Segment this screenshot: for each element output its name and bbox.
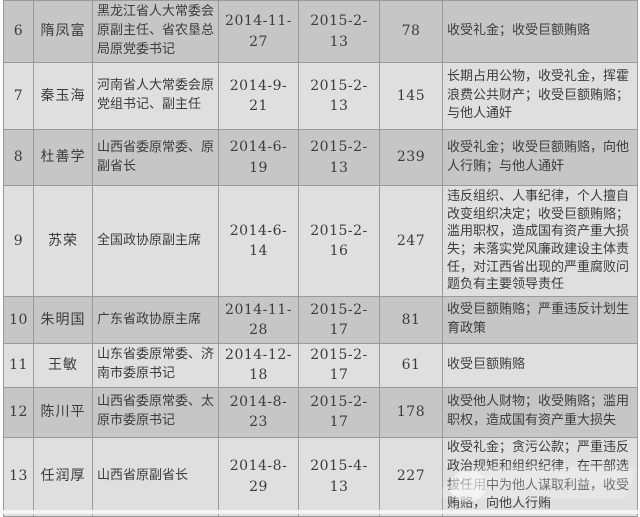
cell-date1: 2014-11-28 (218, 296, 299, 344)
cell-violations: 收受巨额贿赂 (442, 343, 638, 388)
cell-index: 7 (3, 62, 34, 130)
officials-table-wrap: 6 隋凤富 黑龙江省人大常委会原副主任、省农垦总局原党委书记 2014-11-2… (3, 0, 638, 517)
cell-name: 任润厚 (33, 436, 93, 517)
cell-position: 黑龙江省人大常委会原副主任、省农垦总局原党委书记 (92, 0, 219, 63)
table-row: 13 任润厚 山西省原副省长 2014-8-29 2015-4-13 227 收… (3, 436, 638, 517)
cell-violations: 违反组织、人事纪律，个人擅自改变组织决定；收受巨额贿赂；滥用职权，造成国有资产重… (442, 185, 638, 297)
officials-table: 6 隋凤富 黑龙江省人大常委会原副主任、省农垦总局原党委书记 2014-11-2… (3, 0, 638, 517)
cell-days: 61 (379, 343, 443, 388)
cell-days: 78 (379, 0, 443, 63)
cell-date2: 2015-2-13 (298, 62, 380, 130)
cell-index: 12 (3, 386, 34, 438)
cell-index: 13 (3, 436, 34, 517)
table-row: 6 隋凤富 黑龙江省人大常委会原副主任、省农垦总局原党委书记 2014-11-2… (3, 0, 638, 63)
cell-violations: 收受巨额贿赂；严重违反计划生育政策 (442, 296, 638, 344)
cell-days: 227 (379, 436, 443, 517)
cell-violations: 长期占用公物，收受礼金，挥霍浪费公共财产；收受巨额贿赂；与他人通奸 (442, 62, 638, 130)
cell-date2: 2015-2-17 (298, 296, 380, 344)
cell-date1: 2014-8-29 (218, 436, 299, 517)
cell-date1: 2014-8-23 (218, 386, 299, 438)
cell-days: 178 (379, 386, 443, 438)
cell-index: 9 (3, 185, 34, 297)
cell-position: 山东省委原常委、济南市委原书记 (92, 343, 219, 388)
cell-position: 广东省政协原主席 (92, 296, 219, 344)
cell-name: 苏荣 (33, 185, 93, 297)
cell-position: 山西省原副省长 (92, 436, 219, 517)
cell-date2: 2015-4-13 (298, 436, 380, 517)
cell-name: 陈川平 (33, 386, 93, 438)
cell-index: 10 (3, 296, 34, 344)
cell-name: 王敏 (33, 343, 93, 388)
cell-name: 隋凤富 (33, 0, 93, 63)
table-row: 10 朱明国 广东省政协原主席 2014-11-28 2015-2-17 81 … (3, 296, 638, 344)
cell-date2: 2015-2-16 (298, 185, 380, 297)
cell-violations: 收受他人财物；收受贿赂；滥用职权，造成国有资产重大损失 (442, 386, 638, 438)
table-row: 9 苏荣 全国政协原副主席 2014-6-14 2015-2-16 247 违反… (3, 185, 638, 297)
bottom-margin (0, 510, 640, 514)
cell-index: 11 (3, 343, 34, 388)
table-row: 11 王敏 山东省委原常委、济南市委原书记 2014-12-18 2015-2-… (3, 343, 638, 388)
cell-index: 8 (3, 129, 34, 186)
table-row: 7 秦玉海 河南省人大常委会原党组书记、副主任 2014-9-21 2015-2… (3, 62, 638, 130)
cell-date2: 2015-2-17 (298, 386, 380, 438)
cell-position: 河南省人大常委会原党组书记、副主任 (92, 62, 219, 130)
cell-date2: 2015-2-13 (298, 0, 380, 63)
cell-date1: 2014-11-27 (218, 0, 299, 63)
cell-name: 朱明国 (33, 296, 93, 344)
cell-date1: 2014-12-18 (218, 343, 299, 388)
cell-date1: 2014-6-19 (218, 129, 299, 186)
table-row: 8 杜善学 山西省委原常委、原副省长 2014-6-19 2015-2-13 2… (3, 129, 638, 186)
cell-date1: 2014-6-14 (218, 185, 299, 297)
right-margin (638, 0, 640, 514)
cell-violations: 收受礼金；贪污公款；严重违反政治规矩和组织纪律，在干部选拔任用中为他人谋取利益，… (442, 436, 638, 517)
cell-date1: 2014-9-21 (218, 62, 299, 130)
cell-violations: 收受礼金；收受巨额贿赂 (442, 0, 638, 63)
cell-position: 山西省委原常委、太原市委原书记 (92, 386, 219, 438)
cell-days: 239 (379, 129, 443, 186)
cell-violations: 收受礼金；收受巨额贿赂，向他人行贿；与他人通奸 (442, 129, 638, 186)
cell-index: 6 (3, 0, 34, 63)
cell-position: 山西省委原常委、原副省长 (92, 129, 219, 186)
cell-date2: 2015-2-17 (298, 343, 380, 388)
cell-position: 全国政协原副主席 (92, 185, 219, 297)
cell-name: 杜善学 (33, 129, 93, 186)
cell-days: 81 (379, 296, 443, 344)
cell-days: 145 (379, 62, 443, 130)
cell-date2: 2015-2-13 (298, 129, 380, 186)
cell-days: 247 (379, 185, 443, 297)
cell-name: 秦玉海 (33, 62, 93, 130)
table-row: 12 陈川平 山西省委原常委、太原市委原书记 2014-8-23 2015-2-… (3, 386, 638, 438)
